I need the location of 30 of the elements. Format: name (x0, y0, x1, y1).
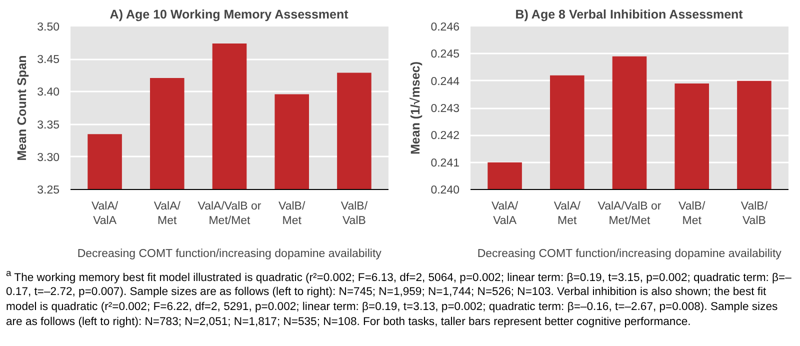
x-tick-label: ValA/ Met (554, 200, 582, 227)
x-tick-label: ValB/ ValB (340, 200, 368, 227)
y-tick-label: 3.40 (37, 86, 60, 99)
y-tick-label: 3.45 (37, 54, 60, 66)
y-tick-label: 0.246 (430, 22, 460, 34)
x-tick-label: ValA/ Met (154, 200, 182, 227)
y-tick-label: 0.244 (430, 76, 460, 88)
x-tick-label: ValB/ ValB (740, 200, 768, 227)
x-tick-label: ValA/ValB or Met/Met (598, 200, 662, 227)
y-axis-title: Mean Count Span (15, 55, 30, 161)
y-tick-label: 0.245 (430, 48, 460, 61)
y-tick-label: 3.25 (37, 184, 60, 196)
text: $^{a}$ The working memory best fit model illustrated is quadratic (r²=0.002; F=6.13, df=2, 5064, p=0.002; linear term: β=0.19, t=3.15, p=0.002; quadratic term: β=–0.17, t=–2.72, p=0.007). Sample sizes are as follows (left to right): N=745; N=1,959; N=1,744; N=526; N=103. Verbal inhibition is also shown; the best fit model is quadratic (r²=0.002; F=6.22, df=2, 5291, p=0.002; linear term: β=0.19, t=3.13, p=0.002; quadratic term: β=–0.16, t=–2.67, p=0.008). Sample sizes are as follows (left to right): N=783; N=2,051; N=1,817; N=535; N=108. For both tasks, taller bars represent better cognitive performance. (6, 267, 792, 330)
y-axis-title: Mean (1/√msec) (408, 61, 423, 155)
y-tick-label: 0.242 (430, 130, 460, 142)
y-tick-label: 3.30 (37, 152, 60, 164)
y-tick-label: 0.240 (430, 184, 460, 196)
x-tick-label: ValA/ValB or Met/Met (198, 200, 262, 227)
chart-title: B) Age 8 Verbal Inhibition Assessment (515, 8, 744, 22)
y-tick-label: 0.243 (430, 103, 460, 115)
x-axis-title: Decreasing COMT function/increasing dopamine availability (77, 248, 382, 260)
x-tick-label: ValB/ Met (678, 200, 706, 227)
y-tick-label: 3.35 (37, 119, 60, 132)
x-tick-label: ValA/ ValA (491, 200, 519, 227)
y-tick-label: 3.50 (37, 22, 60, 34)
x-tick-label: ValA/ ValA (91, 200, 119, 227)
x-tick-label: ValB/ Met (278, 200, 306, 227)
y-tick-label: 0.241 (430, 157, 460, 170)
chart-title: A) Age 10 Working Memory Assessment (110, 8, 350, 22)
x-axis-title: Decreasing COMT function/increasing dopamine availability (477, 248, 782, 260)
